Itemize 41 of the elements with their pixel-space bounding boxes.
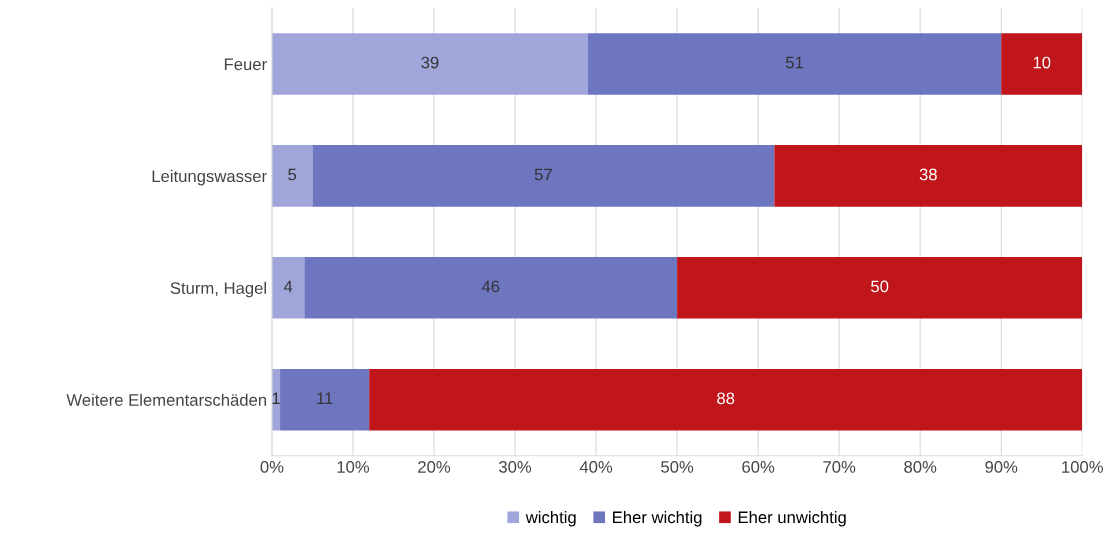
data-label: 39 [421,56,439,69]
bar [774,145,1083,207]
data-label: 10 [1033,56,1051,69]
data-label: 4 [283,280,293,293]
data-label: 38 [919,168,937,181]
legend-label: Eher unwichtig [738,511,846,527]
x-tick-label: 30% [499,461,532,473]
data-label: 1 [272,392,280,405]
legend-label: wichtig [525,511,576,527]
x-tick-label: 70% [823,461,856,473]
x-tick-label: 20% [418,461,451,473]
y-tick-label: Leitungswasser [152,169,267,186]
x-tick-label: 100% [1062,461,1103,473]
x-tick-label: 0% [260,461,284,473]
bar [677,257,1083,319]
bar [271,257,305,319]
data-label: 51 [785,56,804,69]
bar [369,368,1083,431]
x-tick-label: 60% [742,461,775,473]
data-label: 11 [317,392,333,405]
legend-label: Eher wichtig [613,511,702,527]
bar [587,33,1002,95]
data-label: 46 [481,280,500,293]
y-tick-label: Sturm, Hagel [170,281,266,298]
bar [271,33,588,95]
bar [312,145,775,207]
data-label: 57 [534,168,552,181]
y-tick-label: Weitere Elementarschäden [66,393,267,406]
y-tick-label: Feuer [224,58,267,71]
x-tick-label: 40% [579,461,613,473]
data-label: 5 [288,168,297,181]
bar [1001,33,1083,95]
bar [280,368,370,431]
bar [304,257,678,319]
x-tick-label: 10% [337,461,370,473]
data-label: 88 [717,392,735,405]
x-tick-label: 50% [661,461,694,473]
bar [271,145,313,207]
data-label: 50 [871,280,889,293]
x-tick-label: 90% [985,461,1018,473]
x-tick-label: 80% [904,461,937,473]
